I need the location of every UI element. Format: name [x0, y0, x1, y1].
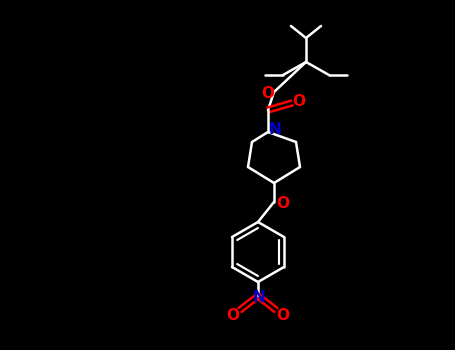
Text: N: N: [253, 290, 265, 306]
Text: N: N: [268, 121, 281, 136]
Text: O: O: [277, 196, 289, 211]
Text: O: O: [277, 308, 289, 322]
Text: O: O: [262, 86, 274, 102]
Text: O: O: [293, 94, 305, 110]
Text: O: O: [227, 308, 239, 322]
